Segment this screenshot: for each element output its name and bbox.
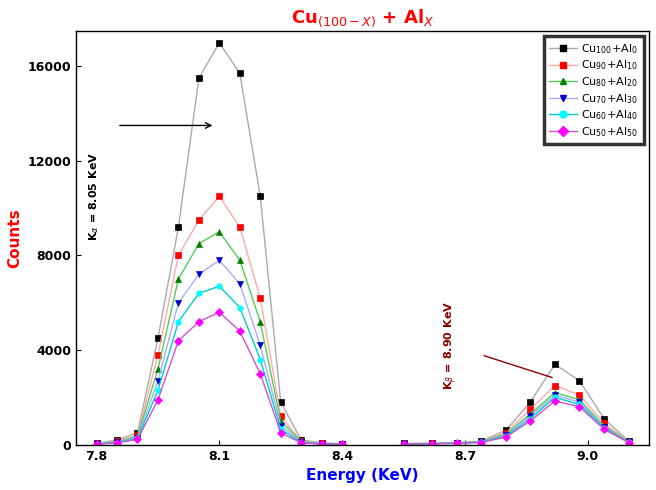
Legend: Cu$_{100}$+Al$_0$, Cu$_{90}$+Al$_{10}$, Cu$_{80}$+Al$_{20}$, Cu$_{70}$+Al$_{30}$: Cu$_{100}$+Al$_0$, Cu$_{90}$+Al$_{10}$, … (544, 36, 644, 144)
Y-axis label: Counts: Counts (7, 208, 22, 268)
Text: K$_{\alpha}$ = 8.05 KeV: K$_{\alpha}$ = 8.05 KeV (88, 152, 102, 241)
X-axis label: Energy (KeV): Energy (KeV) (306, 468, 419, 483)
Text: K$_{\beta}$ = 8.90 KeV: K$_{\beta}$ = 8.90 KeV (442, 301, 459, 390)
Title: Cu$_{(100-X)}$ + Al$_X$: Cu$_{(100-X)}$ + Al$_X$ (291, 7, 434, 28)
